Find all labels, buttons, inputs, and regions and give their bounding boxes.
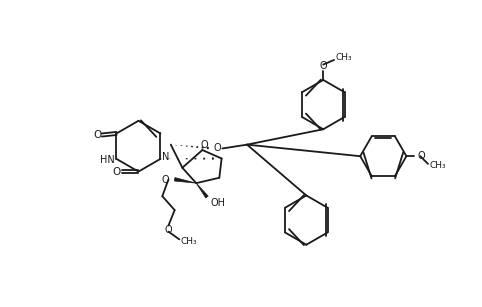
Text: CH₃: CH₃ bbox=[181, 237, 198, 246]
Text: O: O bbox=[417, 151, 425, 161]
Text: O: O bbox=[214, 143, 222, 154]
Text: O: O bbox=[161, 175, 169, 185]
Text: N: N bbox=[162, 152, 169, 162]
Text: OH: OH bbox=[210, 198, 225, 208]
Text: HN: HN bbox=[100, 155, 115, 165]
Text: CH₃: CH₃ bbox=[429, 161, 446, 170]
Text: O: O bbox=[320, 61, 327, 71]
Text: O: O bbox=[165, 225, 172, 235]
Text: CH₃: CH₃ bbox=[335, 53, 352, 62]
Text: O: O bbox=[201, 140, 209, 150]
Polygon shape bbox=[196, 183, 208, 198]
Polygon shape bbox=[174, 177, 196, 183]
Text: O: O bbox=[113, 167, 121, 177]
Text: O: O bbox=[93, 130, 101, 140]
